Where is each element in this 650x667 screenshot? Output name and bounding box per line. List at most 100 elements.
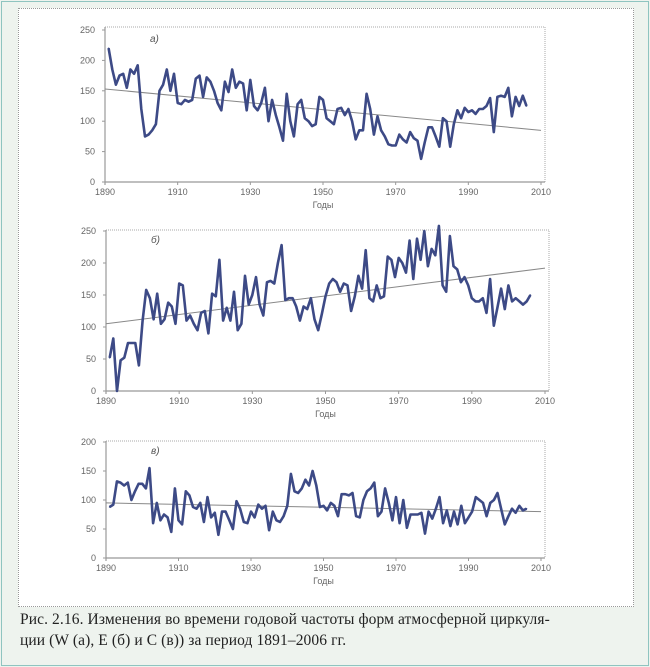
data-point [511,507,513,510]
data-point [511,115,513,118]
data-point [235,500,238,502]
data-point [419,259,422,261]
data-point [255,276,257,278]
data-point [264,505,267,507]
data-point [290,473,292,475]
data-point [260,102,263,104]
data-point [471,109,473,112]
data-point [460,117,462,119]
data-point [108,356,111,359]
caption-line-1: Рис. 2.16. Изменения во времени годовой … [20,611,550,628]
data-point [307,120,310,122]
x-tick-label: 1910 [168,187,188,197]
data-point [518,505,521,507]
data-point [357,275,360,277]
y-tick-label: 200 [80,55,95,65]
data-point [351,120,353,122]
data-point [336,108,339,110]
data-point [145,289,148,291]
data-point [189,314,191,317]
data-point [375,284,378,287]
y-tick-label: 0 [91,553,96,563]
data-point [155,123,157,126]
y-tick-label: 150 [81,466,96,476]
data-point [492,324,495,327]
data-point [119,481,122,484]
data-point [155,502,158,504]
data-point [409,513,412,516]
data-point [224,80,226,83]
data-point [300,99,303,101]
data-point [115,83,117,86]
data-point [227,91,230,93]
data-point [239,507,241,510]
data-point [377,515,379,518]
data-point [326,509,328,512]
data-point [141,482,144,485]
data-point [286,505,289,507]
data-point [313,318,316,321]
data-point [123,356,126,359]
data-point [134,342,137,344]
data-point [162,83,164,86]
data-point [165,68,168,71]
data-point [253,516,256,519]
y-tick-label: 50 [85,147,95,157]
data-point [152,318,155,321]
data-point [503,96,506,98]
data-point [467,284,469,287]
data-point [221,510,223,513]
x-tick-label: 1890 [96,396,116,406]
y-tick-label: 100 [80,116,95,126]
data-point [185,319,188,322]
data-point [275,519,278,522]
data-point [266,281,268,284]
data-point [379,297,382,300]
data-point [289,120,292,122]
x-tick-label: 1970 [386,563,406,573]
data-point [489,502,492,504]
x-tick-label: 1910 [169,396,189,406]
data-point [350,310,352,312]
data-point [471,510,473,513]
data-point [445,509,448,512]
x-tick-label: 1950 [313,563,333,573]
data-point [163,318,166,321]
data-point [383,135,386,138]
data-point [522,509,524,512]
data-point [112,503,115,506]
data-point [435,507,437,510]
data-point [210,516,212,519]
data-point [214,295,217,298]
data-point [167,301,169,304]
data-point [122,72,124,75]
data-point [193,323,195,325]
data-point [160,323,162,325]
series-line [107,47,528,161]
data-point [174,487,176,490]
data-point [169,90,172,92]
data-point [207,332,210,335]
data-point [267,120,270,122]
data-point [129,68,132,71]
data-point [485,312,488,314]
data-point [474,300,477,303]
data-point [525,300,528,303]
data-point [213,511,216,514]
data-point [394,144,397,147]
chart-a: 0 50 100 150 200 250 1890 1910 1930 1950 1970 1990 2… [80,25,551,210]
data-point [369,108,372,110]
data-point [111,68,114,71]
data-point [187,100,190,103]
data-point [328,282,330,285]
data-point [387,143,390,146]
data-point [318,96,321,98]
data-point [496,96,499,98]
data-point [231,68,233,71]
data-point [456,109,459,112]
trend-line [104,88,542,131]
data-point [514,511,517,514]
y-tick-label: 150 [80,86,95,96]
data-point [188,494,191,497]
data-point [240,323,243,325]
